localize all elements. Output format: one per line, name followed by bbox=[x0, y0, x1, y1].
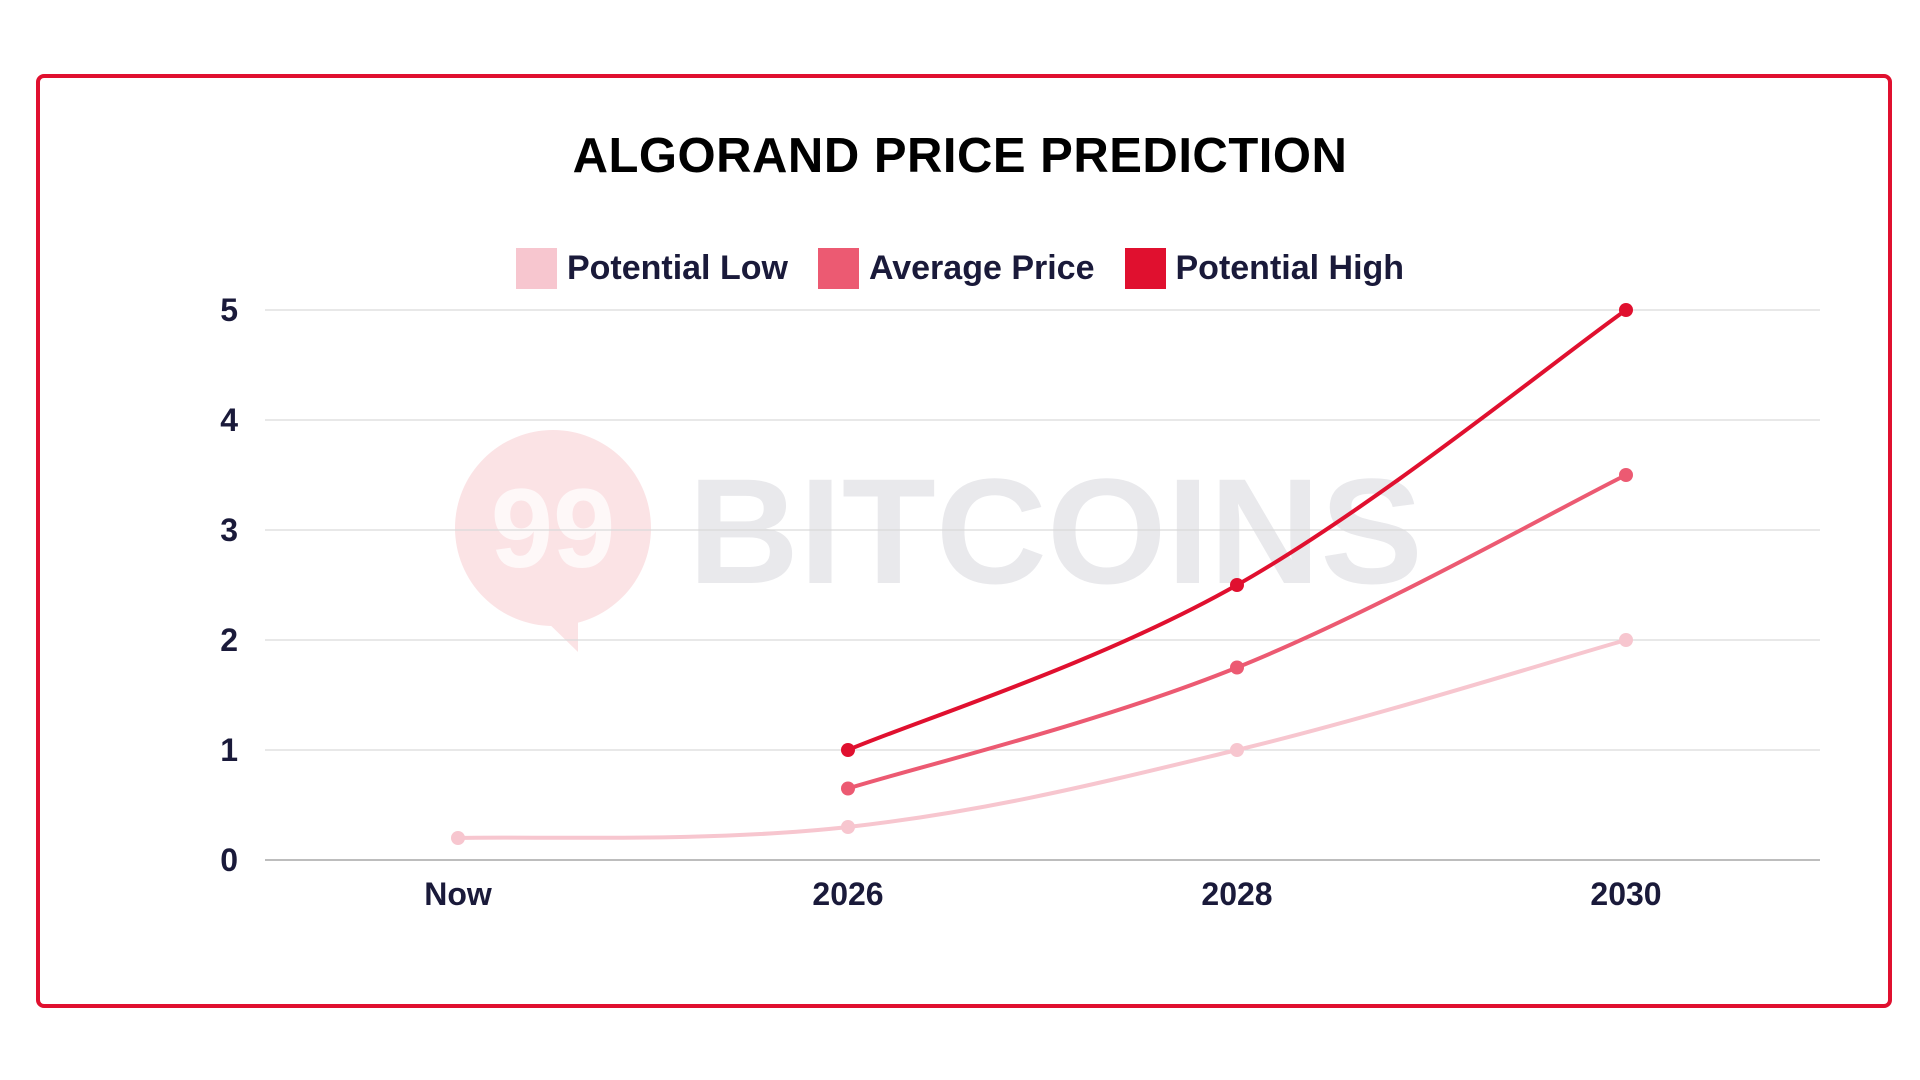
series-low bbox=[451, 633, 1633, 845]
watermark: 99 BITCOINS bbox=[455, 430, 1423, 652]
data-point-low-now[interactable] bbox=[451, 831, 465, 845]
data-point-avg-2026[interactable] bbox=[841, 781, 855, 796]
y-tick-label-5: 5 bbox=[220, 292, 238, 328]
y-tick-label-0: 0 bbox=[220, 842, 238, 878]
data-point-low-2028[interactable] bbox=[1230, 743, 1244, 757]
legend-item-low[interactable]: Potential Low bbox=[515, 248, 788, 289]
series-avg bbox=[841, 468, 1633, 796]
series-group bbox=[451, 303, 1633, 845]
chart-frame bbox=[36, 74, 1892, 1008]
data-point-high-2028[interactable] bbox=[1230, 578, 1244, 592]
data-point-low-2030[interactable] bbox=[1619, 633, 1633, 647]
legend: Potential Low Average Price Potential Hi… bbox=[0, 248, 1920, 289]
legend-item-high[interactable]: Potential High bbox=[1124, 248, 1405, 289]
x-axis-ticks: Now 2026 2028 2030 bbox=[424, 876, 1661, 912]
data-point-avg-2030[interactable] bbox=[1619, 468, 1633, 482]
y-tick-label-2: 2 bbox=[220, 622, 238, 658]
y-axis-ticks: 0 1 2 3 4 5 bbox=[220, 292, 238, 878]
legend-label-high: Potential High bbox=[1175, 249, 1405, 287]
grid-lines bbox=[265, 309, 1820, 861]
legend-label-average: Average Price bbox=[868, 249, 1095, 287]
data-point-low-2026[interactable] bbox=[841, 820, 855, 834]
legend-swatch-low bbox=[515, 248, 557, 289]
data-point-high-2026[interactable] bbox=[841, 743, 855, 757]
legend-swatch-high bbox=[1124, 248, 1166, 289]
data-point-avg-2028[interactable] bbox=[1230, 660, 1244, 675]
x-tick-label-2028: 2028 bbox=[1201, 876, 1272, 912]
x-tick-label-2030: 2030 bbox=[1590, 876, 1661, 912]
series-high bbox=[841, 303, 1633, 757]
watermark-logo-text: 99 bbox=[491, 466, 616, 591]
x-tick-label-now: Now bbox=[424, 876, 492, 912]
legend-item-average[interactable]: Average Price bbox=[817, 248, 1095, 289]
legend-label-low: Potential Low bbox=[566, 249, 788, 287]
chart-title: ALGORAND PRICE PREDICTION bbox=[572, 129, 1348, 183]
watermark-brand-text: BITCOINS bbox=[688, 447, 1423, 615]
legend-swatch-average bbox=[817, 248, 859, 289]
data-point-high-2030[interactable] bbox=[1619, 303, 1633, 317]
y-tick-label-3: 3 bbox=[220, 512, 238, 548]
y-tick-label-1: 1 bbox=[220, 732, 238, 768]
y-tick-label-4: 4 bbox=[220, 402, 238, 438]
series-line-low bbox=[456, 638, 1628, 840]
x-tick-label-2026: 2026 bbox=[812, 876, 883, 912]
watermark-logo-circle bbox=[455, 430, 651, 626]
